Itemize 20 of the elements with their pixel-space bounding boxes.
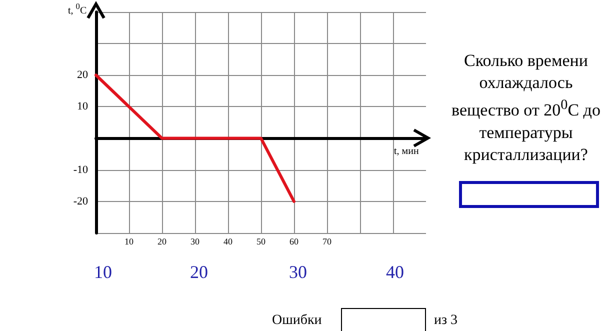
x-tick-label: 30	[190, 236, 200, 246]
x-tick-label: 10	[124, 236, 134, 246]
x-tick-label: 50	[256, 236, 266, 246]
x-tick-label: 60	[290, 236, 299, 246]
text: 30	[289, 262, 307, 283]
text: 10	[94, 262, 112, 283]
y-tick-label: -10	[73, 164, 88, 176]
text: 40	[386, 262, 404, 283]
y-axis-title: t, $^{0}$C	[68, 2, 87, 16]
y-tick-label: 10	[77, 100, 88, 113]
text: Сколько времени охлаждалось вещество от 20$^{0}$C до температуры кристаллизации?	[450, 50, 602, 166]
y-tick-label: 20	[77, 69, 88, 82]
x-tick-label: 70	[322, 236, 332, 246]
text: 20	[190, 262, 208, 283]
x-tick-label: 20	[158, 236, 167, 246]
y-tick-label: -20	[73, 195, 88, 208]
x-tick-label: 40	[224, 236, 233, 246]
text: Ошибки	[272, 313, 322, 329]
x-axis-title: t, мин	[394, 146, 419, 157]
text: из 3	[434, 313, 458, 329]
